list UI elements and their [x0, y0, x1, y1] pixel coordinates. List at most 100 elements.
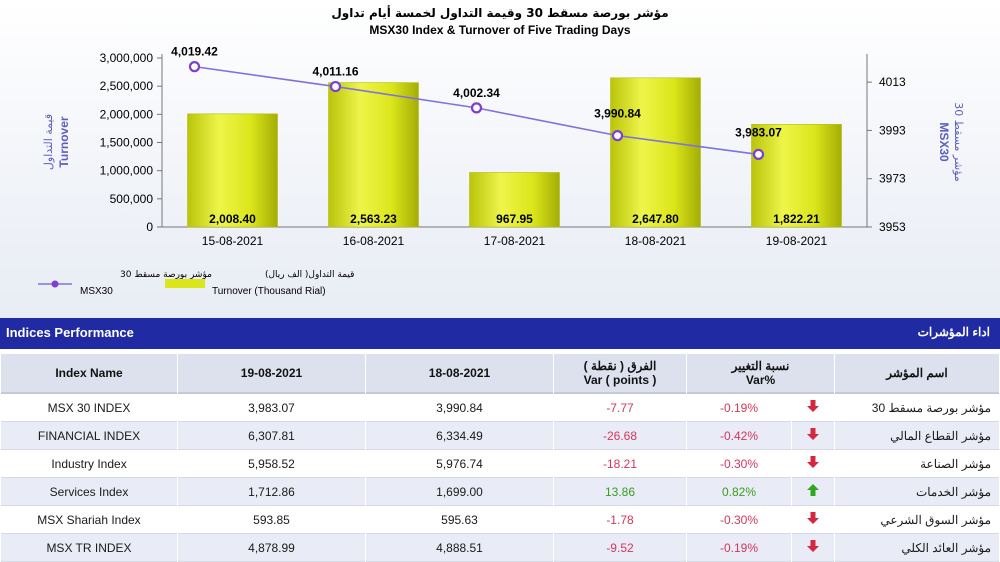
arrow-down-icon [792, 506, 834, 534]
turnover-bar [469, 172, 560, 228]
header-pct: نسبة التغيير Var% [687, 354, 834, 394]
msx30-point [329, 80, 342, 93]
table-header-row: Index Name 19-08-2021 18-08-2021 الفرق (… [1, 354, 999, 394]
index-name-cell: MSX Shariah Index [1, 506, 177, 534]
header-pct-en: Var% [745, 373, 776, 387]
msx30-point-label: 4,019.42 [171, 45, 218, 59]
legend-msx30: MSX30 [80, 286, 113, 297]
x-tick-label: 18-08-2021 [625, 234, 687, 248]
msx30-point [470, 102, 483, 114]
legend-turnover-swatch-icon [165, 279, 205, 288]
arrow-down-icon [792, 422, 834, 450]
right-axis-title-ar: مؤشر مسقط 30 [952, 102, 965, 182]
value-date2-cell: 3,990.84 [366, 394, 553, 422]
var-points-cell: -18.21 [554, 450, 686, 478]
index-name-ar-cell: مؤشر بورصة مسقط 30 [835, 394, 999, 422]
value-date1-cell: 5,958.52 [178, 450, 365, 478]
index-name-cell: Industry Index [1, 450, 177, 478]
arrow-down-icon [792, 394, 834, 422]
chart-title: MSX30 Index & Turnover of Five Trading D… [369, 23, 631, 37]
left-tick-label: 1,500,000 [100, 136, 154, 150]
chart-svg: مؤشر بورصة مسقط 30 وقيمة التداول لخمسة أ… [38, 5, 965, 297]
left-tick-label: 0 [146, 220, 153, 234]
index-name-ar-cell: مؤشر السوق الشرعي [835, 506, 999, 534]
x-tick-label: 16-08-2021 [343, 234, 405, 248]
right-tick-label: 3973 [879, 172, 906, 186]
value-date2-cell: 6,334.49 [366, 422, 553, 450]
section-title-ar: اداء المؤشرات [917, 325, 990, 339]
left-axis-title: Turnover [57, 116, 71, 167]
header-var-ar: الفرق ( نقطة ) [583, 359, 657, 373]
right-tick-label: 3993 [879, 123, 906, 137]
header-name-ar: اسم المؤشر [835, 354, 999, 394]
plot-area: 0 500,000 1,000,000 1,500,000 2,000,000 2,500… [38, 45, 965, 297]
header-date1: 19-08-2021 [178, 354, 365, 394]
value-date1-cell: 1,712.86 [178, 478, 365, 506]
legend-turnover-ar: قيمة التداول( الف ريال) [265, 270, 354, 280]
index-name-ar-cell: مؤشر الخدمات [835, 478, 999, 506]
value-date1-cell: 6,307.81 [178, 422, 365, 450]
table-body: MSX 30 INDEX 3,983.07 3,990.84 -7.77 -0.19% م… [1, 394, 999, 562]
arrow-down-icon [792, 534, 834, 562]
turnover-bar [328, 82, 419, 228]
var-points-cell: -7.77 [554, 394, 686, 422]
var-points-cell: -1.78 [554, 506, 686, 534]
turnover-bar-label: 2,647.80 [632, 212, 679, 226]
arrow-up-icon [792, 478, 834, 506]
var-percent-cell: -0.30% [687, 506, 791, 534]
table-row: Services Index 1,712.86 1,699.00 13.86 0.82%… [1, 478, 999, 506]
index-name-cell: MSX 30 INDEX [1, 394, 177, 422]
right-tick-label: 4013 [879, 75, 906, 89]
x-tick-label: 15-08-2021 [202, 234, 264, 248]
msx30-point-label: 3,990.84 [594, 107, 641, 121]
index-name-ar-cell: مؤشر الصناعة [835, 450, 999, 478]
turnover-bar [751, 124, 842, 228]
msx30-point-label: 4,011.16 [312, 65, 358, 79]
value-date2-cell: 595.63 [366, 506, 553, 534]
index-name-cell: Services Index [1, 478, 177, 506]
var-percent-cell: 0.82% [687, 478, 791, 506]
legend-msx30-ar: مؤشر بورصة مسقط 30 [120, 270, 212, 280]
index-name-ar-cell: مؤشر القطاع المالي [835, 422, 999, 450]
header-pct-ar: نسبة التغيير [731, 359, 790, 373]
index-name-cell: FINANCIAL INDEX [1, 422, 177, 450]
legend-msx30-marker-icon [51, 280, 59, 288]
var-percent-cell: -0.42% [687, 422, 791, 450]
msx30-point [752, 148, 765, 161]
msx30-point [611, 130, 624, 142]
left-tick-label: 500,000 [110, 192, 154, 206]
var-percent-cell: -0.19% [687, 534, 791, 562]
var-points-cell: 13.86 [554, 478, 686, 506]
turnover-bar-label: 967.95 [496, 212, 533, 226]
turnover-bar-label: 2,008.40 [209, 212, 256, 226]
index-name-ar-cell: مؤشر العائد الكلي [835, 534, 999, 562]
var-points-cell: -26.68 [554, 422, 686, 450]
table-row: FINANCIAL INDEX 6,307.81 6,334.49 -26.68 -0.… [1, 422, 999, 450]
left-tick-label: 2,500,000 [100, 79, 154, 93]
indices-table: Index Name 19-08-2021 18-08-2021 الفرق (… [0, 354, 1000, 562]
header-date2: 18-08-2021 [366, 354, 553, 394]
var-points-cell: -9.52 [554, 534, 686, 562]
header-index-name: Index Name [1, 354, 177, 394]
table-row: Industry Index 5,958.52 5,976.74 -18.21 -0.3… [1, 450, 999, 478]
right-tick-label: 3953 [879, 220, 906, 234]
chart-title-ar: مؤشر بورصة مسقط 30 وقيمة التداول لخمسة أ… [331, 5, 668, 21]
msx30-point-label: 4,002.34 [453, 86, 500, 100]
left-tick-label: 3,000,000 [100, 51, 154, 65]
left-tick-label: 1,000,000 [100, 164, 154, 178]
table-row: MSX Shariah Index 593.85 595.63 -1.78 -0.30%… [1, 506, 999, 534]
header-var: الفرق ( نقطة ) Var ( points ) [554, 354, 686, 394]
left-tick-label: 2,000,000 [100, 107, 154, 121]
section-title-en: Indices Performance [6, 325, 134, 340]
var-percent-cell: -0.19% [687, 394, 791, 422]
value-date2-cell: 1,699.00 [366, 478, 553, 506]
x-tick-label: 19-08-2021 [766, 234, 828, 248]
turnover-bar [610, 77, 701, 228]
header-var-en: Var ( points ) [583, 373, 657, 387]
table-row: MSX TR INDEX 4,878.99 4,888.51 -9.52 -0.19% م… [1, 534, 999, 562]
msx30-point-label: 3,983.07 [735, 125, 782, 139]
value-date1-cell: 3,983.07 [178, 394, 365, 422]
var-percent-cell: -0.30% [687, 450, 791, 478]
value-date2-cell: 5,976.74 [366, 450, 553, 478]
turnover-bar [187, 113, 278, 228]
